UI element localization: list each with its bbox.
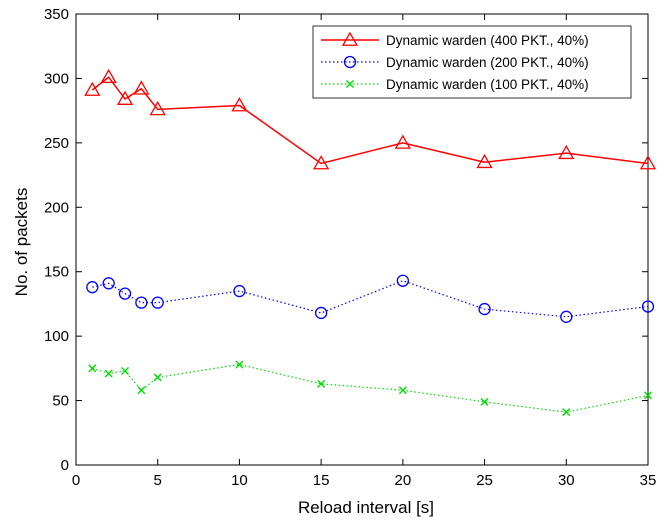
data-point (394, 134, 411, 149)
series-3 (88, 360, 652, 417)
data-point (231, 97, 248, 112)
legend-item: Dynamic warden (200 PKT., 40%) (321, 55, 589, 70)
x-tick-label: 0 (72, 472, 80, 489)
x-tick-label: 15 (313, 472, 330, 489)
y-axis-label: No. of packets (12, 188, 31, 297)
y-tick-label: 150 (44, 264, 69, 281)
x-tick-label: 35 (640, 472, 657, 489)
x-marker-stroke (88, 364, 97, 373)
data-point (153, 373, 162, 382)
x-tick-label: 5 (154, 472, 162, 489)
y-tick-label: 350 (44, 6, 69, 23)
x-marker-stroke (121, 366, 130, 375)
data-point (476, 153, 493, 169)
y-tick-label: 100 (44, 328, 69, 345)
legend-marker (346, 80, 354, 88)
x-marker-stroke (137, 386, 146, 395)
data-point (151, 296, 164, 309)
data-point (100, 68, 117, 84)
y-tick-label: 250 (44, 135, 69, 152)
data-point (639, 155, 657, 170)
data-point (135, 296, 148, 309)
data-point (317, 379, 326, 388)
x-tick-label: 10 (231, 472, 248, 489)
data-point (116, 90, 134, 105)
legend-label: Dynamic warden (200 PKT., 40%) (386, 55, 589, 70)
x-marker-stroke (104, 369, 113, 378)
series-1 (84, 68, 657, 170)
data-point (86, 281, 99, 294)
data-point (84, 81, 101, 96)
x-marker-stroke (346, 80, 354, 88)
x-marker-stroke (480, 397, 489, 406)
legend-marker (343, 55, 357, 69)
legend-label: Dynamic warden (400 PKT., 40%) (386, 33, 589, 48)
data-point (137, 386, 146, 395)
x-marker-stroke (235, 360, 244, 369)
data-point (313, 155, 330, 170)
data-point (558, 144, 575, 160)
x-axis-label: Reload interval [s] (298, 498, 434, 517)
x-marker-stroke (317, 379, 326, 388)
x-tick-label: 30 (558, 472, 575, 489)
x-marker-stroke (153, 373, 162, 382)
legend-item: Dynamic warden (100 PKT., 40%) (321, 77, 589, 92)
data-point (314, 306, 328, 320)
data-point (104, 369, 113, 378)
series-line (92, 363, 649, 413)
data-point (133, 80, 150, 95)
data-point (233, 284, 246, 298)
data-point (398, 386, 407, 395)
data-point (641, 300, 655, 313)
data-point (235, 360, 244, 369)
series-line (91, 76, 649, 165)
data-point (88, 364, 97, 373)
legend-marker (341, 31, 359, 46)
y-tick-label: 50 (52, 393, 69, 410)
data-point (644, 391, 652, 400)
x-marker-stroke (398, 386, 407, 395)
data-point (102, 277, 115, 290)
x-tick-label: 20 (395, 472, 412, 489)
y-tick-label: 0 (61, 457, 69, 474)
legend-item: Dynamic warden (400 PKT., 40%) (321, 31, 589, 48)
x-tick-label: 25 (476, 472, 493, 489)
data-point (562, 408, 571, 417)
data-point (118, 287, 132, 300)
legend-label: Dynamic warden (100 PKT., 40%) (386, 77, 589, 92)
series-2 (86, 274, 655, 323)
y-tick-label: 300 (44, 70, 69, 87)
data-point (121, 366, 130, 375)
data-point (149, 101, 166, 116)
x-marker-stroke (644, 391, 652, 400)
data-point (480, 397, 489, 406)
x-marker-stroke (562, 408, 571, 417)
y-tick-label: 200 (44, 199, 69, 216)
data-point (396, 274, 410, 287)
data-point (478, 302, 491, 316)
data-point (560, 310, 573, 323)
